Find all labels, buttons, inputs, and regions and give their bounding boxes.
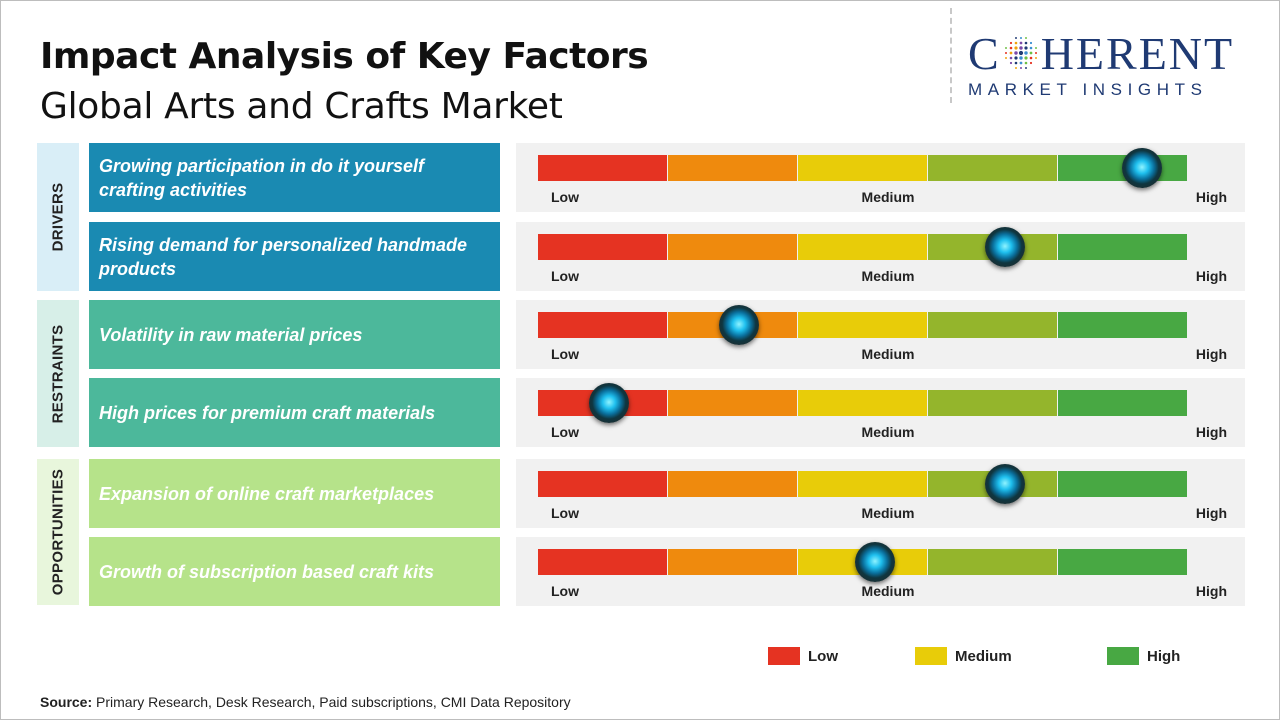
gauge-segment [1058, 471, 1187, 497]
factor-label: Volatility in raw material prices [99, 324, 363, 345]
factor-label-box: Volatility in raw material prices [89, 300, 500, 369]
legend-swatch [915, 647, 947, 665]
factor-label-box: Rising demand for personalized handmade … [89, 222, 500, 291]
impact-marker [589, 383, 630, 423]
logo-letters-herent: HERENT [1040, 28, 1235, 79]
scale-label-low: Low [551, 583, 579, 599]
gauge-segment [538, 234, 667, 260]
category-restraints: RESTRAINTS [37, 300, 79, 447]
factor-label-box: High prices for premium craft materials [89, 378, 500, 447]
impact-gauge-row: Low Medium High [516, 537, 1245, 606]
logo-tagline: MARKET INSIGHTS [968, 80, 1208, 99]
gauge-segment [798, 155, 927, 181]
factor-label: Rising demand for personalized handmade … [99, 234, 468, 279]
scale-label-high: High [1195, 268, 1227, 284]
scale-label-high: High [1195, 583, 1227, 599]
gauge-segment [668, 155, 797, 181]
impact-gauge-row: Low Medium High [516, 459, 1245, 528]
gauge-segment [928, 390, 1057, 416]
gauge-segment [538, 471, 667, 497]
logo-wordmark: C HERENT [968, 30, 1260, 78]
logo-divider [950, 8, 952, 103]
category-label: RESTRAINTS [49, 324, 67, 423]
gauge-segment [668, 234, 797, 260]
logo-letter-c: C [968, 28, 1001, 79]
factor-label-box: Expansion of online craft marketplaces [89, 459, 500, 528]
scale-label-low: Low [551, 189, 579, 205]
gauge-segment [538, 155, 667, 181]
scale-label-low: Low [551, 346, 579, 362]
scale-label-high: High [1195, 505, 1227, 521]
scale-label-medium: Medium [861, 189, 915, 205]
scale-label-high: High [1195, 424, 1227, 440]
gauge-segment [668, 471, 797, 497]
gauge-segment [538, 312, 667, 338]
chart-subtitle: Global Arts and Crafts Market [40, 86, 563, 127]
chart-title: Impact Analysis of Key Factors [40, 36, 649, 77]
category-drivers: DRIVERS [37, 143, 79, 291]
gauge-segment [928, 549, 1057, 575]
gauge-segment [798, 390, 927, 416]
factor-label: Growing participation in do it yourself … [99, 155, 425, 200]
gauge-segment [668, 390, 797, 416]
source-note: Source: Primary Research, Desk Research,… [40, 694, 571, 710]
factor-label-box: Growing participation in do it yourself … [89, 143, 500, 212]
logo-dot-globe-icon [1004, 36, 1037, 70]
gauge-segment [668, 549, 797, 575]
scale-label-medium: Medium [861, 583, 915, 599]
gauge-segment [1058, 234, 1187, 260]
gauge-segment [928, 155, 1057, 181]
impact-marker [855, 542, 896, 582]
impact-gauge-row: Low Medium High [516, 300, 1245, 369]
scale-label-medium: Medium [861, 424, 915, 440]
gauge-segment [1058, 390, 1187, 416]
factor-label: Growth of subscription based craft kits [99, 561, 435, 582]
impact-gauge-row: Low Medium High [516, 222, 1245, 291]
gauge-segment [798, 234, 927, 260]
impact-marker [985, 227, 1026, 267]
impact-marker [719, 305, 760, 345]
legend-label: High [1147, 647, 1181, 665]
source-text: Primary Research, Desk Research, Paid su… [92, 694, 571, 710]
legend-label: Medium [955, 647, 1012, 665]
impact-gauge-row: Low Medium High [516, 378, 1245, 447]
gauge-segment [798, 312, 927, 338]
factor-label: High prices for premium craft materials [99, 402, 436, 423]
scale-label-high: High [1195, 189, 1227, 205]
legend-item-low: Low [768, 647, 838, 665]
gauge-segment [538, 549, 667, 575]
scale-label-medium: Medium [861, 346, 915, 362]
legend-label: Low [808, 647, 838, 665]
scale-label-medium: Medium [861, 505, 915, 521]
category-label: OPPORTUNITIES [49, 468, 67, 596]
legend-item-high: High [1107, 647, 1180, 665]
company-logo: C HERENT MARKET INSIGHTS [968, 30, 1260, 100]
gauge-segment [1058, 549, 1187, 575]
source-label: Source: [40, 694, 93, 710]
factor-label: Expansion of online craft marketplaces [99, 483, 435, 504]
legend-item-medium: Medium [915, 647, 1012, 665]
impact-marker [1121, 148, 1162, 188]
scale-label-medium: Medium [861, 268, 915, 284]
impact-gauge-row: Low Medium High [516, 143, 1245, 212]
legend-swatch [768, 647, 800, 665]
scale-label-high: High [1195, 346, 1227, 362]
factor-label-box: Growth of subscription based craft kits [89, 537, 500, 606]
scale-label-low: Low [551, 505, 579, 521]
scale-label-low: Low [551, 424, 579, 440]
scale-label-low: Low [551, 268, 579, 284]
gauge-segment [1058, 312, 1187, 338]
category-opportunities: OPPORTUNITIES [37, 459, 79, 605]
legend-swatch [1107, 647, 1139, 665]
gauge-segment [928, 312, 1057, 338]
impact-marker [985, 464, 1026, 504]
category-label: DRIVERS [49, 182, 67, 252]
gauge-segment [798, 471, 927, 497]
